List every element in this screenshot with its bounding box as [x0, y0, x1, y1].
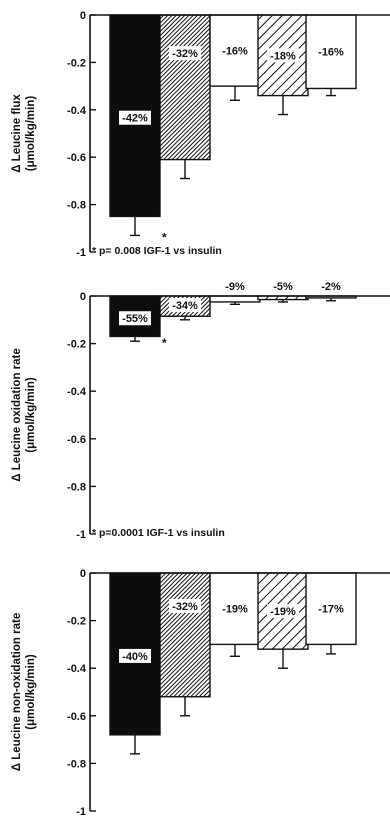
bar-label-bg-4 — [267, 604, 299, 619]
bar-label-4: -5% — [273, 281, 293, 293]
y-axis-unit: (μmol/kg/min) — [25, 377, 37, 453]
y-tick-label: -0.2 — [67, 339, 86, 351]
bar-label-5: -16% — [318, 47, 344, 59]
bar-label-bg-4 — [267, 279, 299, 293]
bar-label-bg-5 — [315, 279, 347, 293]
bar-label-1: -40% — [122, 651, 148, 663]
significance-star: * — [162, 336, 167, 350]
y-tick-label: 0 — [80, 291, 86, 303]
bar-label-5: -17% — [318, 604, 344, 616]
bar-label-3: -19% — [222, 604, 248, 616]
bar-label-bg-3 — [219, 601, 251, 616]
y-tick-label: -1 — [76, 806, 86, 816]
bar-label-bg-3 — [219, 279, 251, 293]
bar-label-1: -42% — [122, 113, 148, 125]
bar-label-bg-2 — [169, 598, 201, 613]
bar-label-2: -32% — [172, 601, 198, 613]
y-tick-label: -0.8 — [67, 200, 86, 212]
bar-label-bg-1 — [119, 648, 151, 663]
y-tick-label: -1 — [76, 529, 86, 541]
y-axis-label: Δ Leucine non-oxidation rate — [11, 613, 23, 771]
y-tick-label: -1 — [76, 247, 86, 259]
y-tick-label: -0.2 — [67, 616, 86, 628]
bar-2 — [159, 14, 211, 161]
bar-label-2: -32% — [172, 48, 198, 60]
y-tick-label: -0.2 — [67, 57, 86, 69]
y-tick-label: 0 — [80, 568, 86, 580]
bar-label-bg-2 — [169, 46, 201, 61]
y-axis-label: Δ Leucine flux — [11, 94, 23, 173]
significance-star: * — [162, 230, 167, 244]
bar-label-bg-2 — [169, 298, 201, 312]
y-tick-label: -0.4 — [67, 663, 87, 675]
bar-label-bg-3 — [219, 43, 251, 58]
y-tick-label: -0.4 — [67, 105, 87, 117]
y-tick-label: -0.6 — [67, 711, 86, 723]
footnote: * p= 0.008 IGF-1 vs insulin — [92, 245, 222, 257]
bar-label-4: -19% — [270, 606, 296, 618]
y-axis-label: Δ Leucine oxidation rate — [11, 348, 23, 482]
footnote: * p=0.0001 IGF-1 vs insulin — [92, 527, 225, 539]
y-tick-label: -0.8 — [67, 758, 86, 770]
bar-label-3: -16% — [222, 46, 248, 58]
y-tick-label: -0.8 — [67, 481, 86, 493]
y-tick-label: -0.6 — [67, 152, 86, 164]
bar-3 — [209, 295, 261, 303]
y-axis-unit: (μmol/kg/min) — [25, 654, 37, 730]
bar-label-bg-1 — [119, 110, 151, 125]
y-tick-label: 0 — [80, 10, 86, 22]
bar-label-4: -18% — [270, 50, 296, 62]
bar-label-bg-4 — [267, 48, 299, 63]
bar-label-1: -55% — [122, 313, 148, 325]
bar-label-2: -34% — [172, 300, 198, 312]
y-tick-label: -0.4 — [67, 386, 87, 398]
bar-label-bg-5 — [315, 601, 347, 616]
bar-label-bg-5 — [315, 44, 347, 59]
bar-label-bg-1 — [119, 311, 151, 326]
bar-label-3: -9% — [225, 281, 245, 293]
chart-panel-3: -40% -32% -19% -19% -17% 0 -0.2 -0.4 -0.6 -0.8 -1 Δ… — [11, 568, 390, 816]
bar-2 — [159, 572, 211, 698]
bar-label-5: -2% — [321, 281, 341, 293]
chart-panel-1: -42% * -32% -16% -18% -16% 0 -0.2 -0.4 -0.6 -0.8 -1… — [11, 10, 390, 259]
y-axis-unit: (μmol/kg/min) — [25, 96, 37, 172]
chart-panel-2: -55% * -34% -9% -5% -2% 0 -0.2 -0.4 -0.6 -0.8 -1 Δ L… — [11, 279, 390, 541]
y-tick-label: -0.6 — [67, 434, 86, 446]
